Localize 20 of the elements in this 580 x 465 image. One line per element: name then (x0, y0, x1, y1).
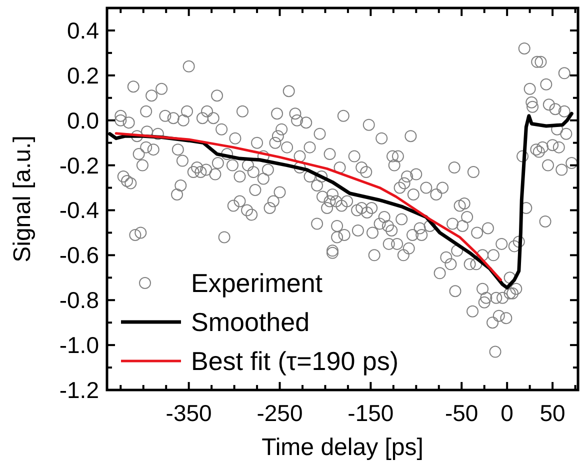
legend-label: Experiment (191, 268, 324, 298)
y-tick-label: 0.4 (67, 17, 100, 44)
x-tick-label: -50 (444, 400, 478, 426)
y-tick-label: -0.2 (59, 152, 99, 178)
y-tick-label: -1.2 (59, 377, 99, 403)
y-tick-label: -0.6 (59, 242, 99, 268)
y-axis-title: Signal [a.u.] (9, 136, 36, 262)
y-tick-label: -1.0 (59, 332, 99, 358)
legend-label: Smoothed (191, 307, 310, 337)
x-tick-label: -350 (166, 400, 212, 426)
y-tick-label: -0.4 (59, 197, 100, 224)
x-axis-title: Time delay [ps] (262, 434, 424, 461)
x-tick-label: 0 (500, 400, 514, 426)
x-tick-label: 50 (540, 400, 566, 426)
y-tick-label: 0.2 (67, 62, 99, 88)
y-tick-label: 0.0 (67, 107, 99, 134)
x-tick-label: -250 (256, 400, 303, 426)
x-tick-label: -150 (348, 400, 394, 426)
y-tick-label: -0.8 (59, 287, 99, 314)
legend-label: Best fit (τ=190 ps) (191, 346, 399, 376)
